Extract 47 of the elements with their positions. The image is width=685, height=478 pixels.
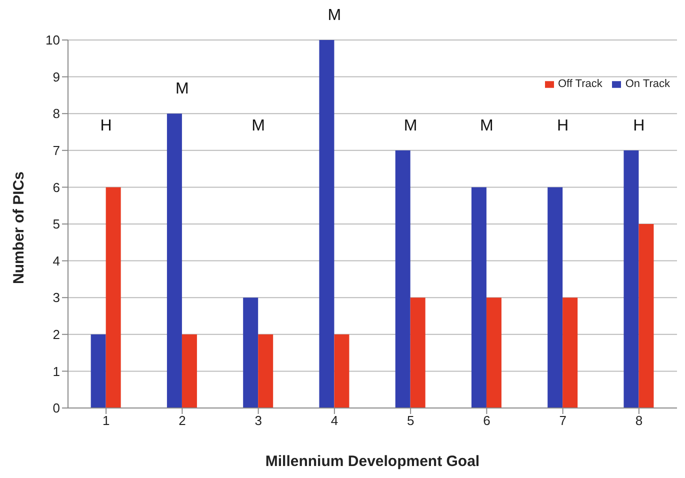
annotation: M [404, 117, 418, 134]
x-tick-label: 2 [178, 413, 186, 428]
x-tick-label: 6 [483, 413, 490, 428]
annotation: M [252, 117, 265, 134]
y-tick-label: 6 [52, 180, 60, 195]
annotation: H [557, 117, 569, 134]
legend-label: On Track [625, 78, 670, 90]
bar [471, 187, 486, 408]
bar [166, 114, 182, 408]
x-tick-label: 3 [254, 413, 262, 428]
y-tick-label: 7 [52, 143, 60, 158]
x-tick-label: 5 [406, 413, 414, 428]
y-tick-label: 3 [52, 290, 60, 306]
y-tick-label: 9 [52, 69, 60, 84]
y-tick-label: 2 [52, 327, 60, 342]
bar [182, 334, 197, 408]
bar [548, 187, 563, 408]
y-axis-title: Number of PICs [10, 171, 28, 284]
bar [334, 334, 350, 408]
annotation: H [100, 117, 112, 134]
bar [106, 187, 121, 408]
bar [562, 298, 578, 408]
bar [395, 150, 410, 408]
y-tick-label: 8 [52, 106, 60, 122]
x-tick-label: 7 [559, 413, 566, 428]
bar [258, 334, 274, 408]
y-tick-label: 1 [52, 364, 60, 379]
x-tick-label: 1 [102, 413, 110, 428]
legend-label: Off Track [558, 78, 602, 90]
annotation: M [480, 117, 494, 134]
y-tick-label: 4 [52, 253, 60, 268]
annotation: H [633, 117, 645, 134]
y-tick-label: 0 [52, 400, 60, 416]
bar [243, 298, 258, 408]
y-tick-label: 10 [46, 32, 60, 48]
annotation: M [176, 80, 189, 98]
x-tick-label: 8 [635, 413, 643, 428]
x-tick-label: 4 [330, 413, 338, 428]
bar [410, 298, 426, 408]
bar [90, 334, 106, 408]
x-axis-title: Millennium Development Goal [265, 453, 480, 470]
bar [638, 224, 654, 408]
bar [319, 40, 334, 408]
bar [486, 298, 502, 408]
text: M [328, 6, 342, 24]
bar [624, 150, 639, 408]
y-tick-label: 5 [52, 216, 60, 232]
